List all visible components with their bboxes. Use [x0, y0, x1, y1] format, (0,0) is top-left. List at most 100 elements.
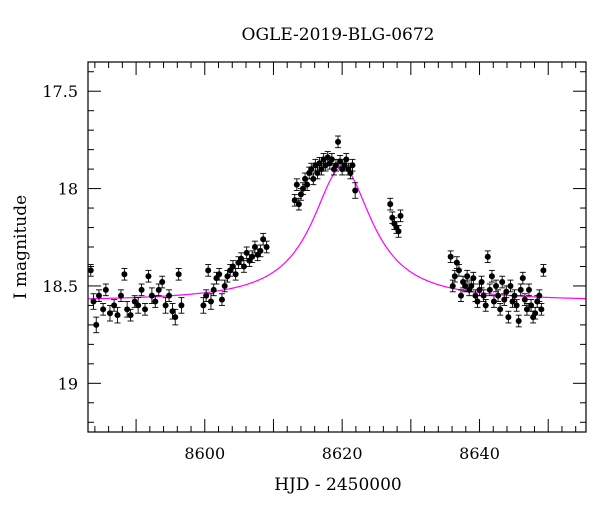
data-point [495, 289, 502, 302]
data-point [221, 279, 228, 293]
data-point-marker [124, 306, 131, 313]
data-point-marker [335, 138, 342, 145]
data-point [517, 283, 524, 297]
data-point-marker [517, 286, 524, 293]
data-point [205, 264, 212, 277]
data-point [178, 297, 185, 314]
data-point [148, 287, 155, 304]
data-point [387, 197, 394, 211]
data-point [207, 293, 214, 310]
data-point [395, 225, 402, 238]
data-point-marker [87, 267, 94, 274]
data-point-marker [387, 201, 394, 208]
data-point-marker [178, 302, 185, 309]
data-point [447, 250, 454, 264]
data-point-marker [117, 292, 124, 299]
data-point-marker [540, 267, 547, 274]
data-point [515, 314, 522, 328]
data-point-marker [216, 271, 223, 278]
data-point-marker [457, 292, 464, 299]
data-point-marker [148, 292, 155, 299]
data-point-marker [218, 296, 225, 303]
plot-area [88, 62, 586, 432]
data-point-marker [449, 282, 456, 289]
x-tick-label: 8640 [459, 444, 500, 463]
data-point [488, 269, 495, 283]
data-point-marker [343, 156, 350, 163]
data-point-marker [172, 314, 179, 321]
data-point [127, 308, 134, 322]
data-point [142, 303, 149, 316]
data-point [470, 271, 477, 285]
data-point-marker [135, 302, 142, 309]
data-point-marker [352, 187, 359, 194]
data-point-marker [328, 156, 335, 163]
data-point-marker [515, 318, 522, 324]
data-point-marker [114, 312, 121, 319]
data-point [499, 275, 506, 289]
x-tick-labels: 8600 8620 8640 [184, 444, 499, 463]
data-point-marker [538, 306, 545, 313]
data-point [478, 275, 485, 289]
data-point [507, 279, 514, 293]
data-point-marker [480, 292, 487, 299]
data-point-marker [395, 228, 402, 235]
y-tick-label: 18 [58, 180, 78, 199]
data-point [540, 264, 547, 277]
x-tick-label: 8600 [184, 444, 225, 463]
data-point-marker [451, 273, 458, 280]
data-point-marker [293, 181, 300, 188]
data-point-marker [519, 275, 526, 282]
data-point [102, 283, 109, 297]
data-point [397, 209, 404, 223]
data-point-marker [203, 292, 210, 299]
data-point-marker [397, 212, 404, 219]
y-tick-label: 19 [58, 374, 78, 393]
data-point [352, 182, 359, 199]
data-point [218, 293, 225, 306]
data-point-marker [232, 271, 239, 278]
data-point [90, 293, 97, 310]
y-tick-label: 17.5 [42, 82, 78, 101]
data-point [464, 269, 471, 283]
data-point-marker [249, 253, 256, 260]
data-point-marker [200, 302, 207, 309]
data-point [497, 303, 504, 316]
data-point [203, 289, 210, 302]
plot-frame [87, 61, 587, 433]
y-tick-labels: 17.5 18 18.5 19 [42, 82, 78, 393]
data-point-marker [257, 247, 264, 254]
data-point-marker [95, 292, 102, 299]
data-point-marker [304, 181, 311, 188]
data-point [505, 310, 512, 324]
data-point-marker [486, 286, 493, 293]
data-point [95, 289, 102, 302]
data-point-marker [310, 175, 317, 182]
data-point-marker [102, 286, 109, 293]
axis-ticks [88, 62, 586, 432]
data-point-marker [507, 282, 514, 289]
data-point [159, 275, 166, 289]
data-point [310, 172, 317, 186]
data-point-marker [464, 273, 471, 280]
data-point-marker [525, 286, 532, 293]
data-point [100, 303, 107, 316]
data-point [455, 264, 462, 277]
data-point-marker [100, 306, 107, 313]
data-point [293, 178, 300, 191]
data-point [216, 267, 223, 281]
data-point [145, 269, 152, 283]
data-point-marker [207, 298, 214, 305]
data-point [349, 158, 356, 172]
data-point-marker [263, 244, 270, 250]
data-point [536, 289, 543, 302]
data-point [87, 264, 94, 277]
data-point-marker [490, 298, 497, 305]
data-point [257, 244, 264, 258]
x-tick-label: 8620 [322, 444, 363, 463]
data-point-marker [221, 282, 228, 289]
data-point-marker [205, 267, 212, 274]
data-point-marker [470, 275, 477, 282]
data-points [87, 135, 547, 334]
data-point-marker [138, 286, 145, 293]
